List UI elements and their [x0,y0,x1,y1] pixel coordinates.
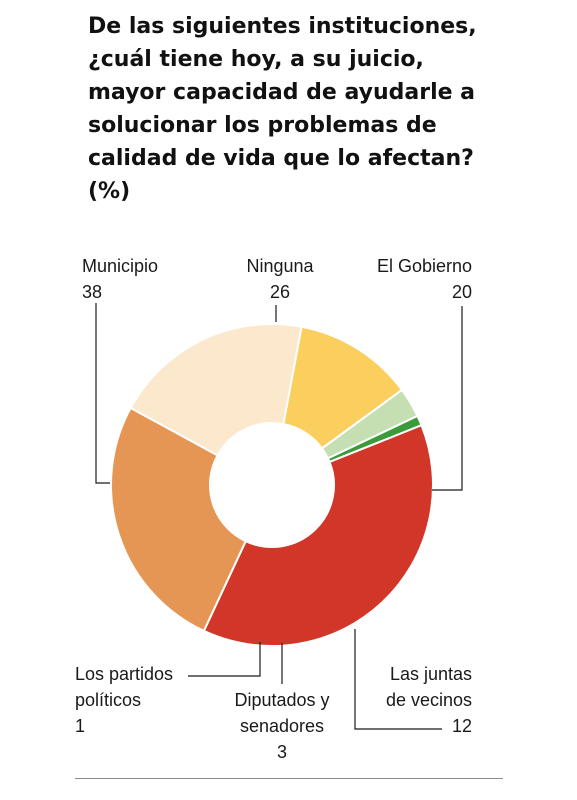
slice-ninguna [110,406,248,633]
label-diputados-y-senadores: Diputados y senadores 3 [234,690,329,762]
leader-el-gobierno [432,306,463,491]
slice-municipio [202,423,434,647]
bottom-divider [75,778,503,779]
slice-labels: Ninguna 26 El Gobierno 20 Las juntas de vecin… [75,256,472,762]
label-las-juntas-de-vecinos: Las juntas de vecinos 12 [386,664,472,736]
label-el-gobierno: El Gobierno 20 [377,256,472,302]
chart-title: De las siguientes instituciones, ¿cuál t… [88,14,477,204]
label-ninguna: Ninguna 26 [246,256,314,302]
leader-los-partidos-politicos [188,642,261,677]
leader-lines [95,303,463,730]
label-municipio: Municipio 38 [82,256,158,302]
leader-municipio [95,303,110,484]
slice-el-gobierno [129,323,303,457]
leader-las-juntas-de-vecinos [354,629,442,730]
label-los-partidos-politicos: Los partidos políticos 1 [75,664,173,736]
donut-slices [110,323,434,647]
